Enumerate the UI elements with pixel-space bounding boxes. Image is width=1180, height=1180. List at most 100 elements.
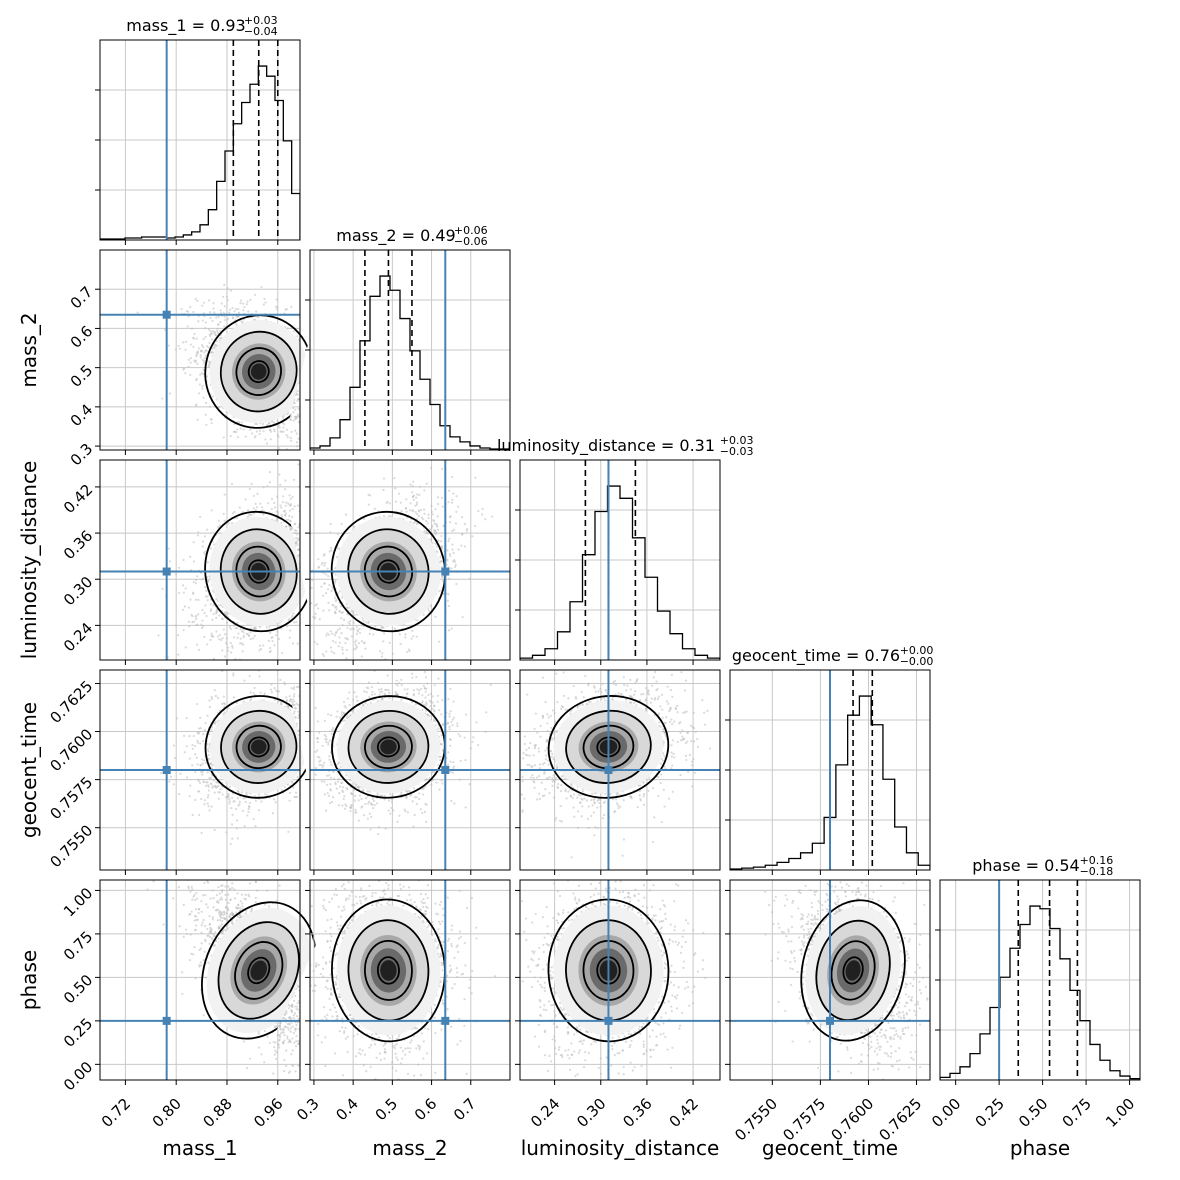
sample-point [422, 518, 425, 521]
sample-point [193, 620, 196, 623]
sample-point [316, 371, 318, 373]
sample-point [328, 528, 330, 530]
sample-point [210, 509, 213, 512]
sample-point [232, 624, 235, 627]
sample-point [303, 556, 305, 558]
sample-point [208, 311, 212, 314]
sample-point [255, 422, 258, 426]
sample-point [289, 497, 292, 500]
sample-point [233, 430, 236, 433]
title-minus: −0.00 [900, 655, 934, 668]
sample-point [193, 332, 196, 336]
sample-point [174, 624, 177, 627]
sample-point [204, 413, 207, 416]
sample-point [341, 646, 344, 649]
sample-point [212, 307, 215, 310]
sample-point [277, 446, 280, 449]
sample-point [374, 625, 377, 628]
hist-step-phase [940, 905, 1140, 1080]
sample-point [210, 608, 213, 611]
sample-point [423, 508, 426, 511]
sample-point [304, 387, 306, 389]
sample-point [324, 411, 326, 413]
sample-point [210, 338, 214, 341]
sample-point [306, 516, 308, 518]
hist-panel-luminosity_distance: luminosity_distance = 0.31 +0.03−0.03 [497, 434, 754, 665]
sample-point [295, 432, 298, 435]
sample-point [226, 299, 229, 302]
sample-point [205, 401, 208, 405]
sample-point [304, 411, 306, 413]
sample-point [196, 352, 200, 355]
sample-point [436, 515, 439, 518]
sample-point [258, 625, 262, 629]
sample-point [274, 506, 277, 509]
sample-point [195, 614, 198, 617]
sample-point [300, 524, 302, 526]
sample-point [242, 634, 245, 637]
sample-point [289, 436, 292, 439]
sample-point [236, 627, 239, 630]
sample-point [316, 334, 318, 336]
sample-point [235, 431, 238, 434]
sample-point [364, 647, 367, 650]
sample-point [222, 667, 224, 669]
sample-point [300, 327, 302, 329]
sample-point [187, 358, 190, 361]
sample-point [286, 625, 289, 628]
sample-point [262, 303, 265, 306]
sample-point [245, 303, 248, 306]
sample-point [316, 530, 318, 532]
sample-point [296, 533, 299, 536]
sample-point [201, 304, 204, 307]
sample-point [237, 632, 240, 635]
sample-point [269, 631, 272, 635]
sample-point [277, 511, 280, 514]
sample-point [468, 577, 471, 580]
sample-point [333, 652, 336, 655]
sample-point [301, 399, 303, 401]
sample-point [199, 356, 202, 359]
sample-point [420, 516, 424, 519]
sample-point [283, 509, 287, 512]
sample-point [218, 638, 221, 641]
sample-point [352, 628, 356, 631]
sample-point [336, 628, 339, 631]
sample-point [204, 604, 207, 607]
sample-point [352, 621, 355, 624]
sample-point [315, 543, 317, 545]
sample-point [293, 505, 296, 508]
sample-point [340, 617, 343, 620]
sample-point [252, 494, 255, 498]
sample-point [289, 418, 293, 421]
sample-point [234, 657, 237, 660]
sample-point [190, 327, 193, 330]
sample-point [217, 331, 220, 335]
sample-point [306, 384, 308, 386]
sample-point [341, 611, 344, 614]
sample-point [303, 600, 305, 602]
sample-point [311, 526, 313, 528]
sample-point [183, 605, 187, 608]
sample-point [439, 556, 442, 559]
sample-point [409, 502, 412, 505]
sample-point [233, 310, 236, 313]
sample-point [213, 347, 216, 350]
sample-point [422, 613, 425, 616]
sample-point [218, 633, 222, 637]
sample-point [268, 429, 272, 432]
sample-point [249, 630, 252, 634]
sample-point [266, 485, 269, 488]
sample-point [273, 665, 275, 667]
sample-point [216, 323, 220, 326]
sample-point [235, 323, 238, 326]
sample-point [187, 620, 191, 623]
sample-point [262, 430, 265, 433]
sample-point [328, 372, 330, 374]
sample-point [305, 564, 307, 566]
sample-point [355, 645, 359, 648]
sample-point [181, 608, 185, 611]
sample-point [262, 513, 265, 516]
sample-point [447, 593, 450, 596]
sample-point [236, 436, 240, 439]
